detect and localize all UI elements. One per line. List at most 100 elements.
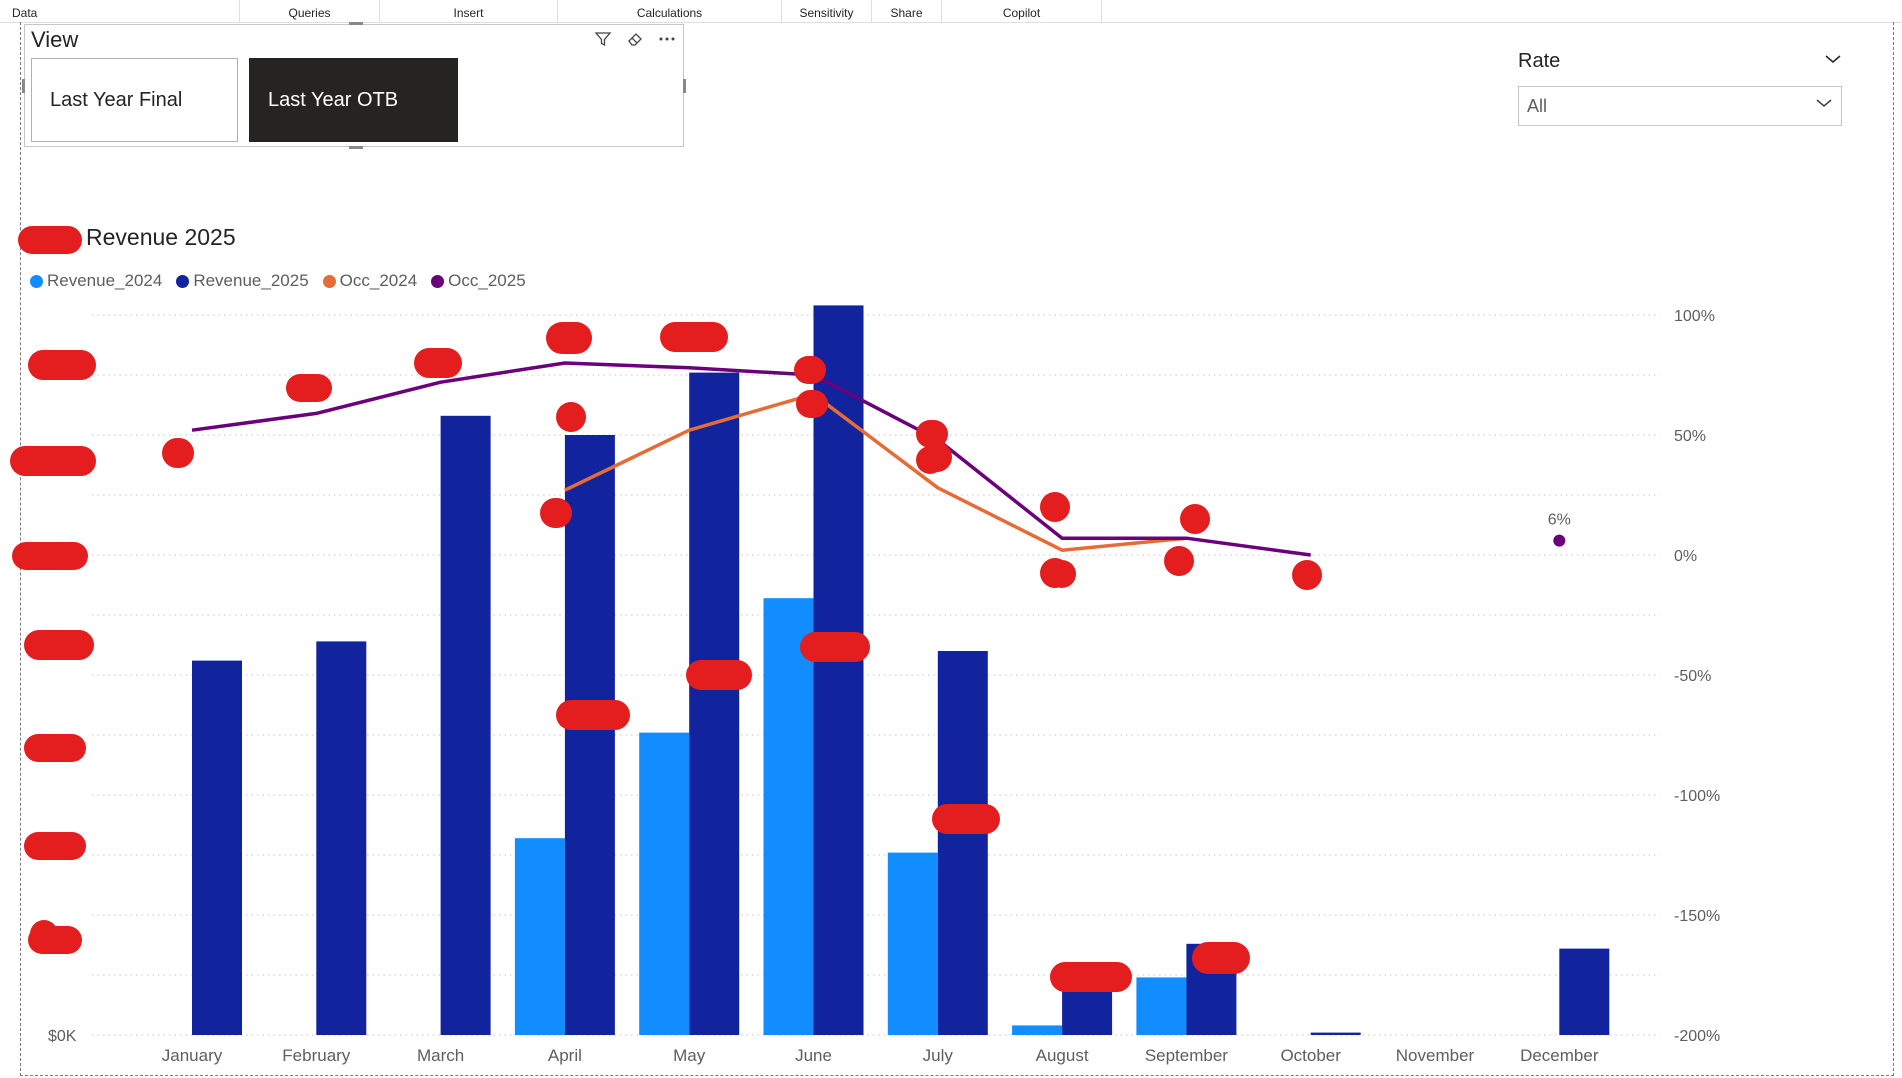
redaction-mark xyxy=(794,356,826,384)
redaction-mark xyxy=(1192,942,1250,974)
eraser-icon[interactable] xyxy=(625,29,645,49)
bar-revenue-2025 xyxy=(316,641,367,1035)
legend-item-revenue-2024[interactable]: Revenue_2024 xyxy=(30,271,162,291)
chevron-down-icon xyxy=(1815,93,1833,114)
chart-legend: Revenue_2024 Revenue_2025 Occ_2024 Occ_2… xyxy=(30,271,526,291)
right-axis-tick-label: 100% xyxy=(1674,308,1715,325)
redaction-mark xyxy=(556,402,586,432)
redaction-mark xyxy=(10,446,96,476)
visual-header-icons xyxy=(593,29,677,49)
bar-revenue-2025 xyxy=(192,660,242,1035)
bar-revenue-2024 xyxy=(1136,977,1187,1035)
x-axis-tick-label: August xyxy=(1036,1046,1089,1065)
collapse-chevron-icon[interactable] xyxy=(1824,48,1842,71)
x-axis-tick-label: June xyxy=(795,1046,832,1065)
right-axis-tick-label: 50% xyxy=(1674,428,1706,445)
x-axis-tick-label: February xyxy=(282,1046,351,1065)
rate-dropdown[interactable]: All xyxy=(1518,86,1842,126)
legend-label: Revenue_2025 xyxy=(193,271,309,290)
ribbon-tab-share[interactable]: Share xyxy=(872,0,942,22)
legend-item-occ-2025[interactable]: Occ_2025 xyxy=(431,271,526,291)
redaction-mark xyxy=(24,734,86,762)
more-options-icon[interactable] xyxy=(657,29,677,49)
bar-revenue-2025 xyxy=(564,435,615,1035)
x-axis-tick-label: January xyxy=(162,1046,223,1065)
legend-swatch xyxy=(322,274,336,288)
legend-swatch xyxy=(176,274,190,288)
data-label: 6% xyxy=(1548,512,1571,529)
redaction-mark xyxy=(686,660,752,690)
redaction-mark xyxy=(286,374,332,402)
view-slicer[interactable]: View Last Year Final Last Year OTB xyxy=(22,22,686,149)
redaction-mark xyxy=(1292,560,1322,590)
redaction-mark xyxy=(800,632,870,662)
redaction-mark xyxy=(1040,492,1070,522)
right-axis-tick-label: -100% xyxy=(1674,788,1720,805)
redaction-mark xyxy=(1164,546,1194,576)
ribbon-tab-data[interactable]: Data xyxy=(0,0,240,22)
x-axis-tick-label: September xyxy=(1145,1046,1228,1065)
x-axis-tick-label: October xyxy=(1280,1046,1341,1065)
line-occ-2025 xyxy=(191,361,1311,557)
x-axis-tick-label: July xyxy=(923,1046,954,1065)
ribbon-tab-sensitivity[interactable]: Sensitivity xyxy=(782,0,872,22)
ribbon-tab-insert[interactable]: Insert xyxy=(380,0,558,22)
ribbon-tab-strip: Data Queries Insert Calculations Sensiti… xyxy=(0,0,1902,23)
redaction-mark xyxy=(28,350,96,380)
legend-swatch xyxy=(30,274,43,288)
x-axis-tick-label: December xyxy=(1520,1046,1599,1065)
redaction-mark xyxy=(18,226,82,254)
view-slicer-title: View xyxy=(31,27,79,52)
slicer-option-last-year-final[interactable]: Last Year Final xyxy=(31,58,238,142)
x-axis-tick-label: April xyxy=(548,1046,582,1065)
right-axis-tick-label: 0% xyxy=(1674,548,1697,565)
ribbon-tab-copilot[interactable]: Copilot xyxy=(942,0,1102,22)
bar-revenue-2025 xyxy=(440,415,491,1035)
x-axis-tick-label: May xyxy=(673,1046,706,1065)
bar-revenue-2024 xyxy=(1012,1025,1063,1035)
legend-label: Revenue_2024 xyxy=(47,271,163,290)
bar-revenue-2025 xyxy=(689,372,740,1036)
x-axis-tick-label: November xyxy=(1396,1046,1475,1065)
line-occ-2024 xyxy=(564,392,1187,552)
bar-revenue-2024 xyxy=(887,852,938,1035)
legend-swatch xyxy=(431,274,445,288)
bar-revenue-2024 xyxy=(639,732,690,1035)
slicer-option-last-year-otb[interactable]: Last Year OTB xyxy=(249,58,458,142)
redaction-mark xyxy=(30,920,58,950)
chart-title: Revenue 2025 xyxy=(86,224,236,250)
legend-item-occ-2024[interactable]: Occ_2024 xyxy=(322,271,417,291)
rate-slicer: Rate All xyxy=(1518,44,1858,134)
resize-handle-left[interactable] xyxy=(22,79,25,93)
redaction-mark xyxy=(24,630,94,660)
left-axis-tick-label: $0K xyxy=(48,1028,77,1045)
redaction-mark xyxy=(1180,504,1210,534)
legend-item-revenue-2025[interactable]: Revenue_2025 xyxy=(176,271,309,291)
redaction-mark xyxy=(660,322,728,352)
rate-dropdown-value: All xyxy=(1527,96,1548,116)
resize-handle-right[interactable] xyxy=(683,79,686,93)
ribbon-tab-calculations[interactable]: Calculations xyxy=(558,0,782,22)
redaction-mark xyxy=(12,542,88,570)
redaction-mark xyxy=(414,348,462,378)
ribbon-tab-queries[interactable]: Queries xyxy=(240,0,380,22)
resize-handle-top[interactable] xyxy=(349,22,363,25)
redaction-mark xyxy=(162,438,194,468)
redaction-mark xyxy=(546,322,592,354)
filter-icon[interactable] xyxy=(593,29,613,49)
rate-slicer-title: Rate xyxy=(1518,50,1561,72)
resize-handle-bottom[interactable] xyxy=(349,146,363,149)
bar-revenue-2025 xyxy=(1310,1032,1361,1035)
redaction-mark xyxy=(932,804,1000,834)
right-axis-tick-label: -50% xyxy=(1674,668,1711,685)
right-axis-tick-label: -200% xyxy=(1674,1028,1720,1045)
redaction-mark xyxy=(1050,962,1132,992)
redaction-mark xyxy=(796,390,828,418)
line-point-occ-2025 xyxy=(1553,534,1566,547)
redaction-mark xyxy=(1048,560,1076,588)
redaction-mark xyxy=(540,498,572,528)
bar-revenue-2025 xyxy=(1559,948,1610,1035)
right-axis-tick-label: -150% xyxy=(1674,908,1720,925)
x-axis-tick-label: March xyxy=(417,1046,464,1065)
